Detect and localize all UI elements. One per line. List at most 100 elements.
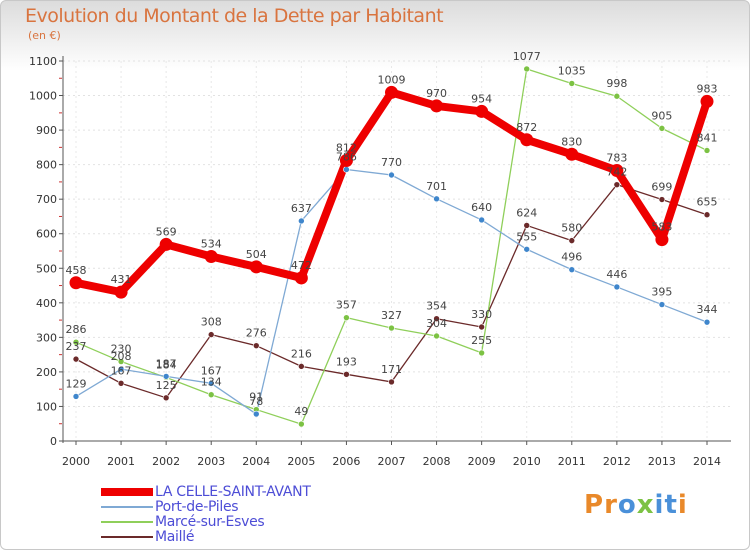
data-point xyxy=(478,216,485,224)
data-point xyxy=(207,391,215,399)
data-label: 230 xyxy=(111,343,132,356)
x-tick-label: 2012 xyxy=(603,455,631,468)
x-tick-label: 2005 xyxy=(287,455,315,468)
data-label: 569 xyxy=(156,225,177,238)
logo-letter: x xyxy=(636,490,655,520)
data-label: 354 xyxy=(426,300,447,313)
data-label: 970 xyxy=(426,87,447,100)
data-point xyxy=(475,104,489,118)
data-label: 640 xyxy=(471,201,492,214)
logo-letter: o xyxy=(617,490,637,520)
x-tick-label: 2009 xyxy=(468,455,496,468)
data-label: 786 xyxy=(336,150,357,163)
proxiti-logo: Proxiti xyxy=(584,490,688,520)
data-label: 431 xyxy=(111,273,132,286)
data-point xyxy=(613,181,621,188)
data-label: 699 xyxy=(651,181,672,194)
data-point xyxy=(162,394,170,402)
y-tick-label: 400 xyxy=(36,297,57,310)
legend-swatch xyxy=(101,488,153,496)
data-point xyxy=(388,324,395,332)
logo-letter: r xyxy=(604,490,618,520)
data-point xyxy=(207,380,215,387)
data-point xyxy=(252,410,260,418)
data-label: 624 xyxy=(516,206,537,219)
data-label: 1077 xyxy=(513,50,541,63)
x-tick-label: 2006 xyxy=(332,455,360,468)
legend-swatch xyxy=(101,536,153,538)
logo-letter: i xyxy=(677,490,688,520)
data-label: 998 xyxy=(606,77,627,90)
data-label: 841 xyxy=(697,131,718,144)
data-label: 905 xyxy=(651,109,672,122)
data-label: 357 xyxy=(336,299,357,312)
data-label: 496 xyxy=(561,251,582,264)
y-tick-label: 1000 xyxy=(29,90,57,103)
data-label: 872 xyxy=(516,121,537,134)
data-label: 286 xyxy=(66,323,87,336)
data-point xyxy=(298,420,305,428)
data-label: 458 xyxy=(66,264,87,277)
data-point xyxy=(388,171,395,179)
data-point xyxy=(523,65,531,73)
data-point xyxy=(298,363,305,370)
data-label: 1035 xyxy=(558,64,586,77)
data-point xyxy=(523,222,531,229)
data-label: 701 xyxy=(426,180,447,193)
legend-label: Maillé xyxy=(155,529,195,545)
data-point xyxy=(294,271,308,285)
y-tick-label: 0 xyxy=(50,435,57,448)
data-label: 167 xyxy=(111,364,132,377)
data-label: 344 xyxy=(697,303,718,316)
data-point xyxy=(72,355,80,363)
data-label: 446 xyxy=(606,268,627,281)
x-tick-label: 2014 xyxy=(693,455,721,468)
data-label: 184 xyxy=(156,358,177,371)
legend-swatch xyxy=(101,506,153,508)
data-point xyxy=(117,380,125,387)
data-label: 49 xyxy=(294,405,308,418)
data-point xyxy=(72,338,80,346)
data-point xyxy=(69,276,83,290)
data-label: 580 xyxy=(561,222,582,235)
legend-swatch xyxy=(101,521,153,523)
data-point xyxy=(114,285,128,299)
data-point xyxy=(658,125,666,132)
data-point xyxy=(72,393,80,400)
chart-unit: (en €) xyxy=(28,29,61,42)
data-label: 276 xyxy=(246,327,267,340)
x-tick-label: 2002 xyxy=(152,455,180,468)
data-point xyxy=(433,332,440,340)
data-point xyxy=(385,85,398,99)
data-label: 770 xyxy=(381,156,402,169)
x-tick-label: 2007 xyxy=(378,455,406,468)
y-tick-label: 500 xyxy=(36,262,57,275)
data-label: 330 xyxy=(471,308,492,321)
data-label: 216 xyxy=(291,347,312,360)
data-point xyxy=(249,260,263,274)
y-tick-label: 300 xyxy=(36,331,57,344)
data-point xyxy=(478,349,485,357)
data-label: 812 xyxy=(336,141,357,154)
data-point xyxy=(433,195,440,203)
data-label: 255 xyxy=(471,334,492,347)
data-point xyxy=(343,371,350,378)
data-point xyxy=(433,315,440,323)
data-point xyxy=(658,301,666,308)
data-point xyxy=(343,314,350,321)
x-tick-label: 2013 xyxy=(648,455,676,468)
data-point xyxy=(343,166,350,173)
data-label: 534 xyxy=(201,238,222,251)
data-point xyxy=(655,233,669,247)
data-point xyxy=(703,147,711,154)
data-point xyxy=(565,147,579,161)
data-point xyxy=(339,153,353,167)
data-point xyxy=(613,92,621,100)
data-label: 830 xyxy=(561,135,582,148)
x-tick-label: 2001 xyxy=(107,455,135,468)
y-tick-label: 200 xyxy=(36,366,57,379)
data-point xyxy=(388,378,395,386)
data-label: 193 xyxy=(336,355,357,368)
